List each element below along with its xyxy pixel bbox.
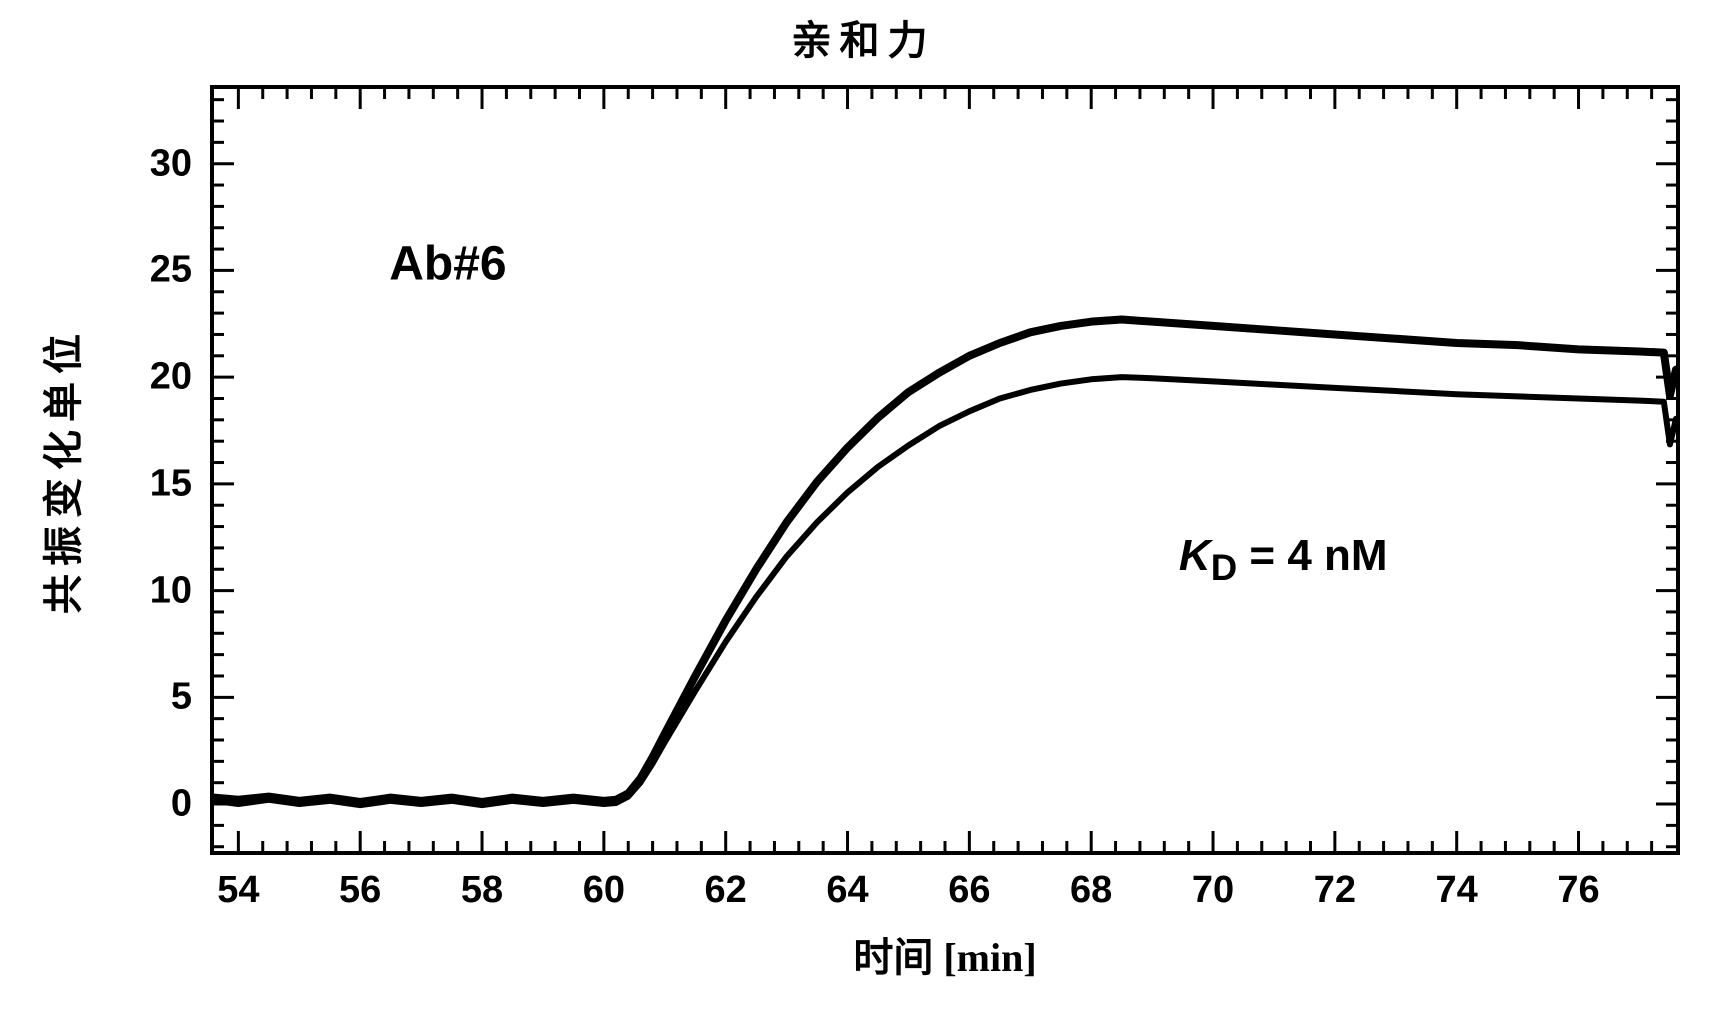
chart-container: 亲和力 共振变化单位 时间 [min] 54 56 58 60 62 64 66 68 70 72… — [0, 0, 1727, 1031]
chart-title: 亲和力 — [0, 8, 1727, 66]
plot-area — [210, 85, 1680, 855]
sample-label: Ab#6 — [389, 237, 506, 292]
y-tick-label: 25 — [150, 249, 192, 292]
x-tick-label: 54 — [217, 869, 259, 912]
x-tick-label: 60 — [583, 869, 625, 912]
x-tick-label: 74 — [1436, 869, 1478, 912]
kd-label: KD = 4 nM — [1179, 531, 1388, 589]
x-tick-label: 68 — [1070, 869, 1112, 912]
x-tick-label: 56 — [339, 869, 381, 912]
y-tick-label: 30 — [150, 142, 192, 185]
x-tick-label: 66 — [948, 869, 990, 912]
x-tick-label: 62 — [705, 869, 747, 912]
y-tick-label: 0 — [171, 783, 192, 826]
plot-svg — [214, 89, 1676, 851]
x-tick-label: 76 — [1557, 869, 1599, 912]
y-tick-label: 10 — [150, 569, 192, 612]
x-tick-label: 72 — [1314, 869, 1356, 912]
curve-lower — [214, 377, 1676, 805]
y-axis-label: 共振变化单位 — [31, 85, 89, 855]
y-tick-label: 15 — [150, 462, 192, 505]
x-tick-label: 70 — [1192, 869, 1234, 912]
x-tick-label: 64 — [826, 869, 868, 912]
y-tick-label: 5 — [171, 676, 192, 719]
y-tick-label: 20 — [150, 356, 192, 399]
x-tick-label: 58 — [461, 869, 503, 912]
x-axis-label: 时间 [min] — [853, 925, 1036, 983]
